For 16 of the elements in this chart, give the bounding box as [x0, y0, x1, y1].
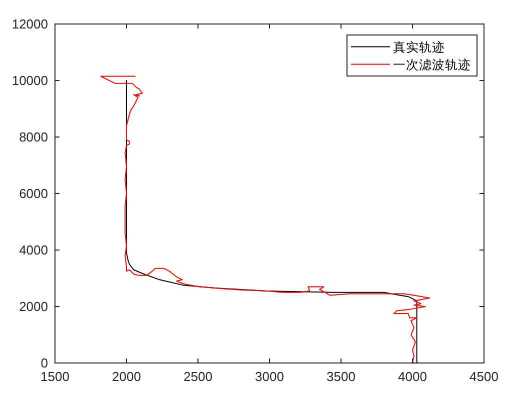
legend-label: 一次滤波轨迹 [393, 56, 471, 72]
x-tick-label: 3500 [326, 369, 356, 384]
y-tick-label: 6000 [19, 186, 48, 201]
x-tick-label: 4000 [398, 369, 427, 384]
x-tick-label: 4500 [470, 369, 498, 384]
y-tick-label: 8000 [19, 130, 48, 144]
y-tick-label: 10000 [12, 73, 48, 88]
x-tick-label: 2000 [112, 369, 141, 384]
x-tick-label: 1500 [40, 369, 70, 384]
x-tick-label: 3000 [255, 369, 284, 384]
legend-label: 真实轨迹 [393, 39, 445, 54]
y-tick-label: 4000 [19, 242, 48, 258]
y-tick-label: 0 [40, 356, 48, 370]
x-tick-label: 2500 [184, 369, 212, 384]
y-tick-label: 2000 [19, 299, 48, 314]
y-tick-label: 12000 [12, 16, 48, 32]
